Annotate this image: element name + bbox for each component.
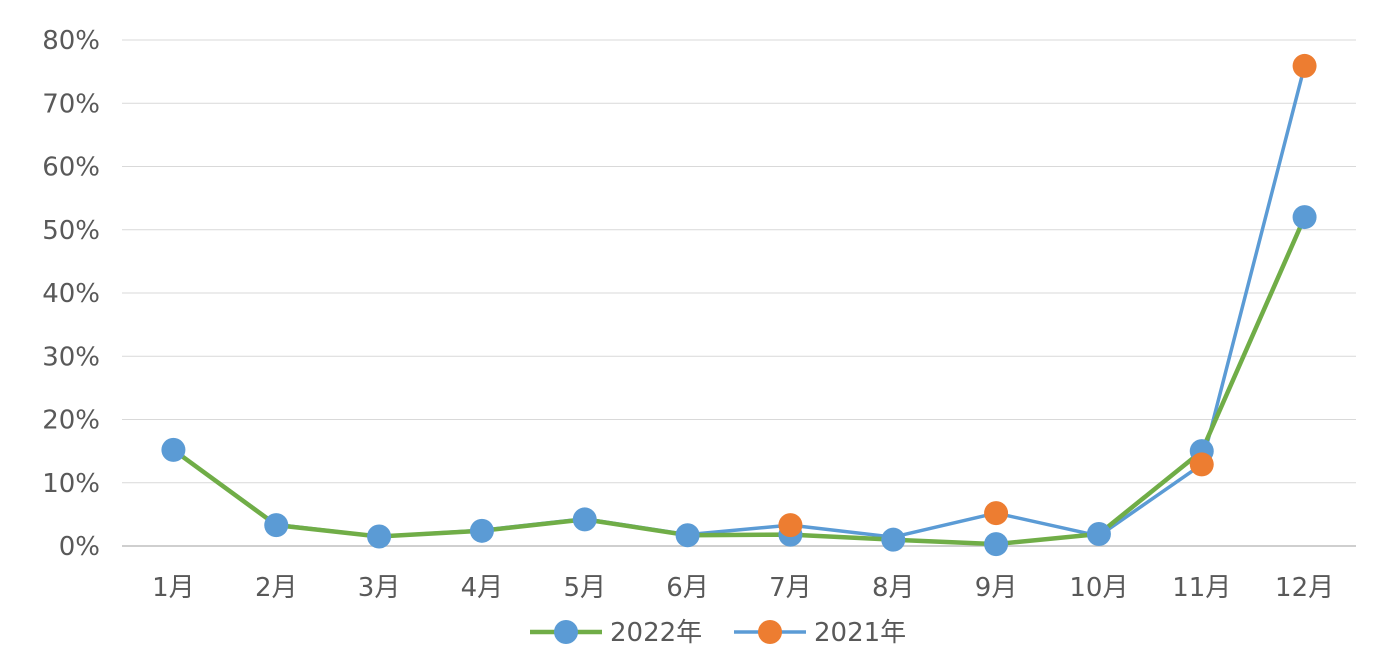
data-point-series-0 xyxy=(264,513,289,538)
data-point-series-1 xyxy=(984,501,1009,526)
data-point-series-1 xyxy=(1189,452,1214,477)
data-point-series-0 xyxy=(469,518,494,543)
y-tick-label: 70% xyxy=(42,89,100,119)
data-point-series-0 xyxy=(367,524,392,549)
gridlines xyxy=(122,39,1356,547)
x-tick-label: 7月 xyxy=(769,573,812,603)
y-tick-label: 20% xyxy=(42,406,100,436)
data-point-series-1 xyxy=(778,513,803,538)
x-tick-label: 5月 xyxy=(563,573,606,603)
y-axis-ticks: 0% 10% 20% 30% 40% 50% 60% 70% 80% xyxy=(42,26,100,562)
legend-marker xyxy=(758,620,782,644)
x-tick-label: 3月 xyxy=(358,573,401,603)
data-point-series-0 xyxy=(984,532,1009,557)
series-line-0 xyxy=(171,214,1307,547)
y-tick-label: 40% xyxy=(42,279,100,309)
data-point-series-0 xyxy=(881,527,906,552)
series-line-1 xyxy=(171,64,1307,539)
x-tick-label: 9月 xyxy=(975,573,1018,603)
series-layer xyxy=(161,53,1317,557)
y-tick-label: 30% xyxy=(42,342,100,372)
x-tick-label: 11月 xyxy=(1172,573,1231,603)
x-tick-label: 4月 xyxy=(461,573,504,603)
data-point-series-0 xyxy=(1086,521,1111,546)
y-tick-label: 50% xyxy=(42,216,100,246)
x-tick-label: 8月 xyxy=(872,573,915,603)
x-tick-label: 12月 xyxy=(1275,573,1334,603)
y-tick-label: 10% xyxy=(42,469,100,499)
legend-marker xyxy=(554,620,578,644)
x-tick-label: 1月 xyxy=(152,573,195,603)
legend-label: 2022年 xyxy=(610,618,702,648)
x-axis-ticks: 1月 2月 3月 4月 5月 6月 7月 8月 9月 10月 11月 12月 xyxy=(152,573,1334,603)
y-tick-label: 60% xyxy=(42,153,100,183)
data-point-series-1 xyxy=(1292,53,1317,78)
data-point-series-0 xyxy=(572,507,597,532)
data-point-series-0 xyxy=(161,437,186,462)
x-tick-label: 6月 xyxy=(666,573,709,603)
x-tick-label: 2月 xyxy=(255,573,298,603)
y-tick-label: 0% xyxy=(59,532,100,562)
legend-label: 2021年 xyxy=(814,618,906,648)
data-point-series-0 xyxy=(1292,205,1317,230)
x-tick-label: 10月 xyxy=(1069,573,1128,603)
y-tick-label: 80% xyxy=(42,26,100,56)
data-point-series-0 xyxy=(675,523,700,548)
legend: 2022年 2021年 xyxy=(530,618,906,648)
